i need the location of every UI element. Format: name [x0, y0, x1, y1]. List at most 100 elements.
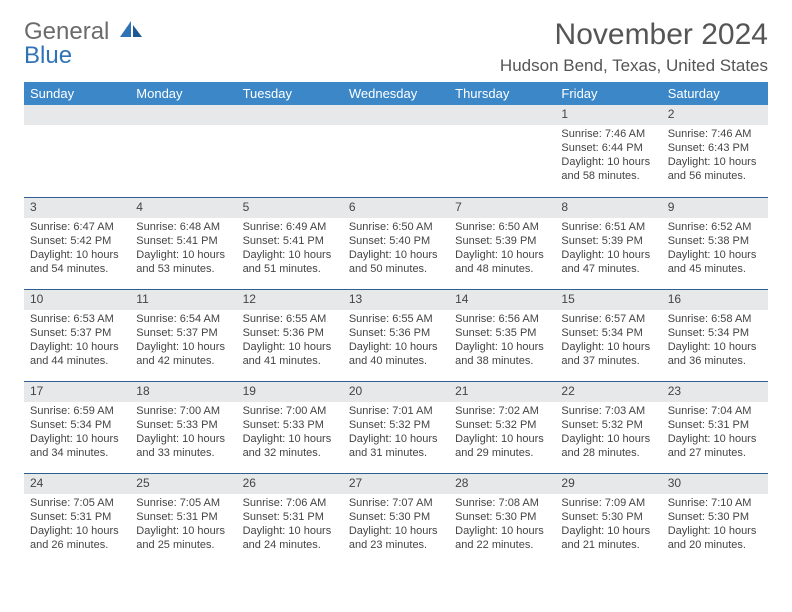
sunrise-line: Sunrise: 6:56 AM: [455, 312, 549, 326]
day-info: Sunrise: 6:50 AMSunset: 5:40 PMDaylight:…: [349, 220, 443, 277]
daylight-line: Daylight: 10 hours and 24 minutes.: [243, 524, 337, 553]
day-number-bar: 4: [130, 197, 236, 218]
sunset-line: Sunset: 5:32 PM: [349, 418, 443, 432]
day-number-bar: 21: [449, 381, 555, 402]
calendar-cell-day-21: 21Sunrise: 7:02 AMSunset: 5:32 PMDayligh…: [449, 381, 555, 473]
day-number-bar: 10: [24, 289, 130, 310]
daylight-line: Daylight: 10 hours and 27 minutes.: [668, 432, 762, 461]
day-number: 19: [243, 384, 256, 398]
calendar-cell-day-1: 1 Sunrise: 7:46 AMSunset: 6:44 PMDaylight…: [555, 105, 661, 197]
calendar-cell-day-26: 26Sunrise: 7:06 AMSunset: 5:31 PMDayligh…: [237, 473, 343, 561]
day-number-bar: 18: [130, 381, 236, 402]
daylight-line: Daylight: 10 hours and 32 minutes.: [243, 432, 337, 461]
day-info: Sunrise: 6:51 AMSunset: 5:39 PMDaylight:…: [561, 220, 655, 277]
day-number: 28: [455, 476, 468, 490]
day-number-bar: 17: [24, 381, 130, 402]
sunrise-line: Sunrise: 6:50 AM: [349, 220, 443, 234]
sunrise-line: Sunrise: 7:00 AM: [243, 404, 337, 418]
sunrise-line: Sunrise: 6:51 AM: [561, 220, 655, 234]
sunset-line: Sunset: 5:32 PM: [561, 418, 655, 432]
daylight-line: Daylight: 10 hours and 48 minutes.: [455, 248, 549, 277]
day-number: 8: [561, 200, 568, 214]
calendar-row: 24Sunrise: 7:05 AMSunset: 5:31 PMDayligh…: [24, 473, 768, 561]
calendar-cell-day-11: 11 Sunrise: 6:54 AMSunset: 5:37 PMDayligh…: [130, 289, 236, 381]
day-info: Sunrise: 6:55 AMSunset: 5:36 PMDaylight:…: [349, 312, 443, 369]
daylight-line: Daylight: 10 hours and 47 minutes.: [561, 248, 655, 277]
day-number-bar: .: [237, 105, 343, 125]
calendar-cell-day-28: 28Sunrise: 7:08 AMSunset: 5:30 PMDayligh…: [449, 473, 555, 561]
calendar-cell-day-8: 8 Sunrise: 6:51 AMSunset: 5:39 PMDaylight…: [555, 197, 661, 289]
sunset-line: Sunset: 6:43 PM: [668, 141, 762, 155]
day-number-bar: 19: [237, 381, 343, 402]
day-info: Sunrise: 6:56 AMSunset: 5:35 PMDaylight:…: [455, 312, 549, 369]
sunset-line: Sunset: 5:31 PM: [136, 510, 230, 524]
day-info: Sunrise: 6:49 AMSunset: 5:41 PMDaylight:…: [243, 220, 337, 277]
calendar-cell-day-14: 14Sunrise: 6:56 AMSunset: 5:35 PMDayligh…: [449, 289, 555, 381]
month-title: November 2024: [500, 18, 768, 52]
daylight-line: Daylight: 10 hours and 28 minutes.: [561, 432, 655, 461]
sunset-line: Sunset: 5:38 PM: [668, 234, 762, 248]
sunset-line: Sunset: 5:33 PM: [136, 418, 230, 432]
day-info: Sunrise: 6:59 AMSunset: 5:34 PMDaylight:…: [30, 404, 124, 461]
calendar-cell-day-17: 17Sunrise: 6:59 AMSunset: 5:34 PMDayligh…: [24, 381, 130, 473]
sunset-line: Sunset: 5:32 PM: [455, 418, 549, 432]
sunset-line: Sunset: 5:30 PM: [561, 510, 655, 524]
day-number-bar: .: [130, 105, 236, 125]
day-info: Sunrise: 7:46 AMSunset: 6:44 PMDaylight:…: [561, 127, 655, 184]
day-number: 24: [30, 476, 43, 490]
sunset-line: Sunset: 5:42 PM: [30, 234, 124, 248]
day-info: Sunrise: 7:05 AMSunset: 5:31 PMDaylight:…: [136, 496, 230, 553]
day-number-bar: 25: [130, 473, 236, 494]
calendar-cell-day-6: 6Sunrise: 6:50 AMSunset: 5:40 PMDaylight…: [343, 197, 449, 289]
day-number-bar: 6: [343, 197, 449, 218]
day-info: Sunrise: 6:53 AMSunset: 5:37 PMDaylight:…: [30, 312, 124, 369]
sunset-line: Sunset: 5:40 PM: [349, 234, 443, 248]
sunrise-line: Sunrise: 7:09 AM: [561, 496, 655, 510]
sunset-line: Sunset: 5:34 PM: [30, 418, 124, 432]
calendar-cell-day-9: 9Sunrise: 6:52 AMSunset: 5:38 PMDaylight…: [662, 197, 768, 289]
sunrise-line: Sunrise: 6:55 AM: [243, 312, 337, 326]
daylight-line: Daylight: 10 hours and 37 minutes.: [561, 340, 655, 369]
daylight-line: Daylight: 10 hours and 44 minutes.: [30, 340, 124, 369]
daylight-line: Daylight: 10 hours and 40 minutes.: [349, 340, 443, 369]
day-info: Sunrise: 7:00 AMSunset: 5:33 PMDaylight:…: [136, 404, 230, 461]
daylight-line: Daylight: 10 hours and 20 minutes.: [668, 524, 762, 553]
day-number: 11: [136, 292, 148, 306]
day-number: 15: [561, 292, 574, 306]
sunrise-line: Sunrise: 7:04 AM: [668, 404, 762, 418]
calendar-cell-day-20: 20Sunrise: 7:01 AMSunset: 5:32 PMDayligh…: [343, 381, 449, 473]
daylight-line: Daylight: 10 hours and 41 minutes.: [243, 340, 337, 369]
day-info: Sunrise: 7:07 AMSunset: 5:30 PMDaylight:…: [349, 496, 443, 553]
day-number: 7: [455, 200, 462, 214]
daylight-line: Daylight: 10 hours and 45 minutes.: [668, 248, 762, 277]
day-info: Sunrise: 6:50 AMSunset: 5:39 PMDaylight:…: [455, 220, 549, 277]
daylight-line: Daylight: 10 hours and 23 minutes.: [349, 524, 443, 553]
day-info: Sunrise: 7:06 AMSunset: 5:31 PMDaylight:…: [243, 496, 337, 553]
day-number: 1: [561, 107, 568, 121]
weekday-header-thursday: Thursday: [449, 82, 555, 105]
day-number-bar: 13: [343, 289, 449, 310]
sunset-line: Sunset: 5:34 PM: [561, 326, 655, 340]
calendar-cell-day-12: 12Sunrise: 6:55 AMSunset: 5:36 PMDayligh…: [237, 289, 343, 381]
weekday-header-saturday: Saturday: [662, 82, 768, 105]
day-info: Sunrise: 6:54 AMSunset: 5:37 PMDaylight:…: [136, 312, 230, 369]
daylight-line: Daylight: 10 hours and 21 minutes.: [561, 524, 655, 553]
day-number: 23: [668, 384, 681, 398]
day-number: 5: [243, 200, 250, 214]
logo: General Blue: [24, 18, 144, 68]
sunrise-line: Sunrise: 7:03 AM: [561, 404, 655, 418]
sunset-line: Sunset: 5:31 PM: [243, 510, 337, 524]
sunset-line: Sunset: 5:31 PM: [668, 418, 762, 432]
sunset-line: Sunset: 5:36 PM: [349, 326, 443, 340]
day-number: 29: [561, 476, 574, 490]
day-info: Sunrise: 7:02 AMSunset: 5:32 PMDaylight:…: [455, 404, 549, 461]
sunset-line: Sunset: 5:41 PM: [243, 234, 337, 248]
daylight-line: Daylight: 10 hours and 25 minutes.: [136, 524, 230, 553]
day-number-bar: 27: [343, 473, 449, 494]
sunrise-line: Sunrise: 7:05 AM: [136, 496, 230, 510]
daylight-line: Daylight: 10 hours and 54 minutes.: [30, 248, 124, 277]
daylight-line: Daylight: 10 hours and 34 minutes.: [30, 432, 124, 461]
day-number-bar: 1: [555, 105, 661, 125]
sunset-line: Sunset: 5:30 PM: [455, 510, 549, 524]
sunrise-line: Sunrise: 7:05 AM: [30, 496, 124, 510]
